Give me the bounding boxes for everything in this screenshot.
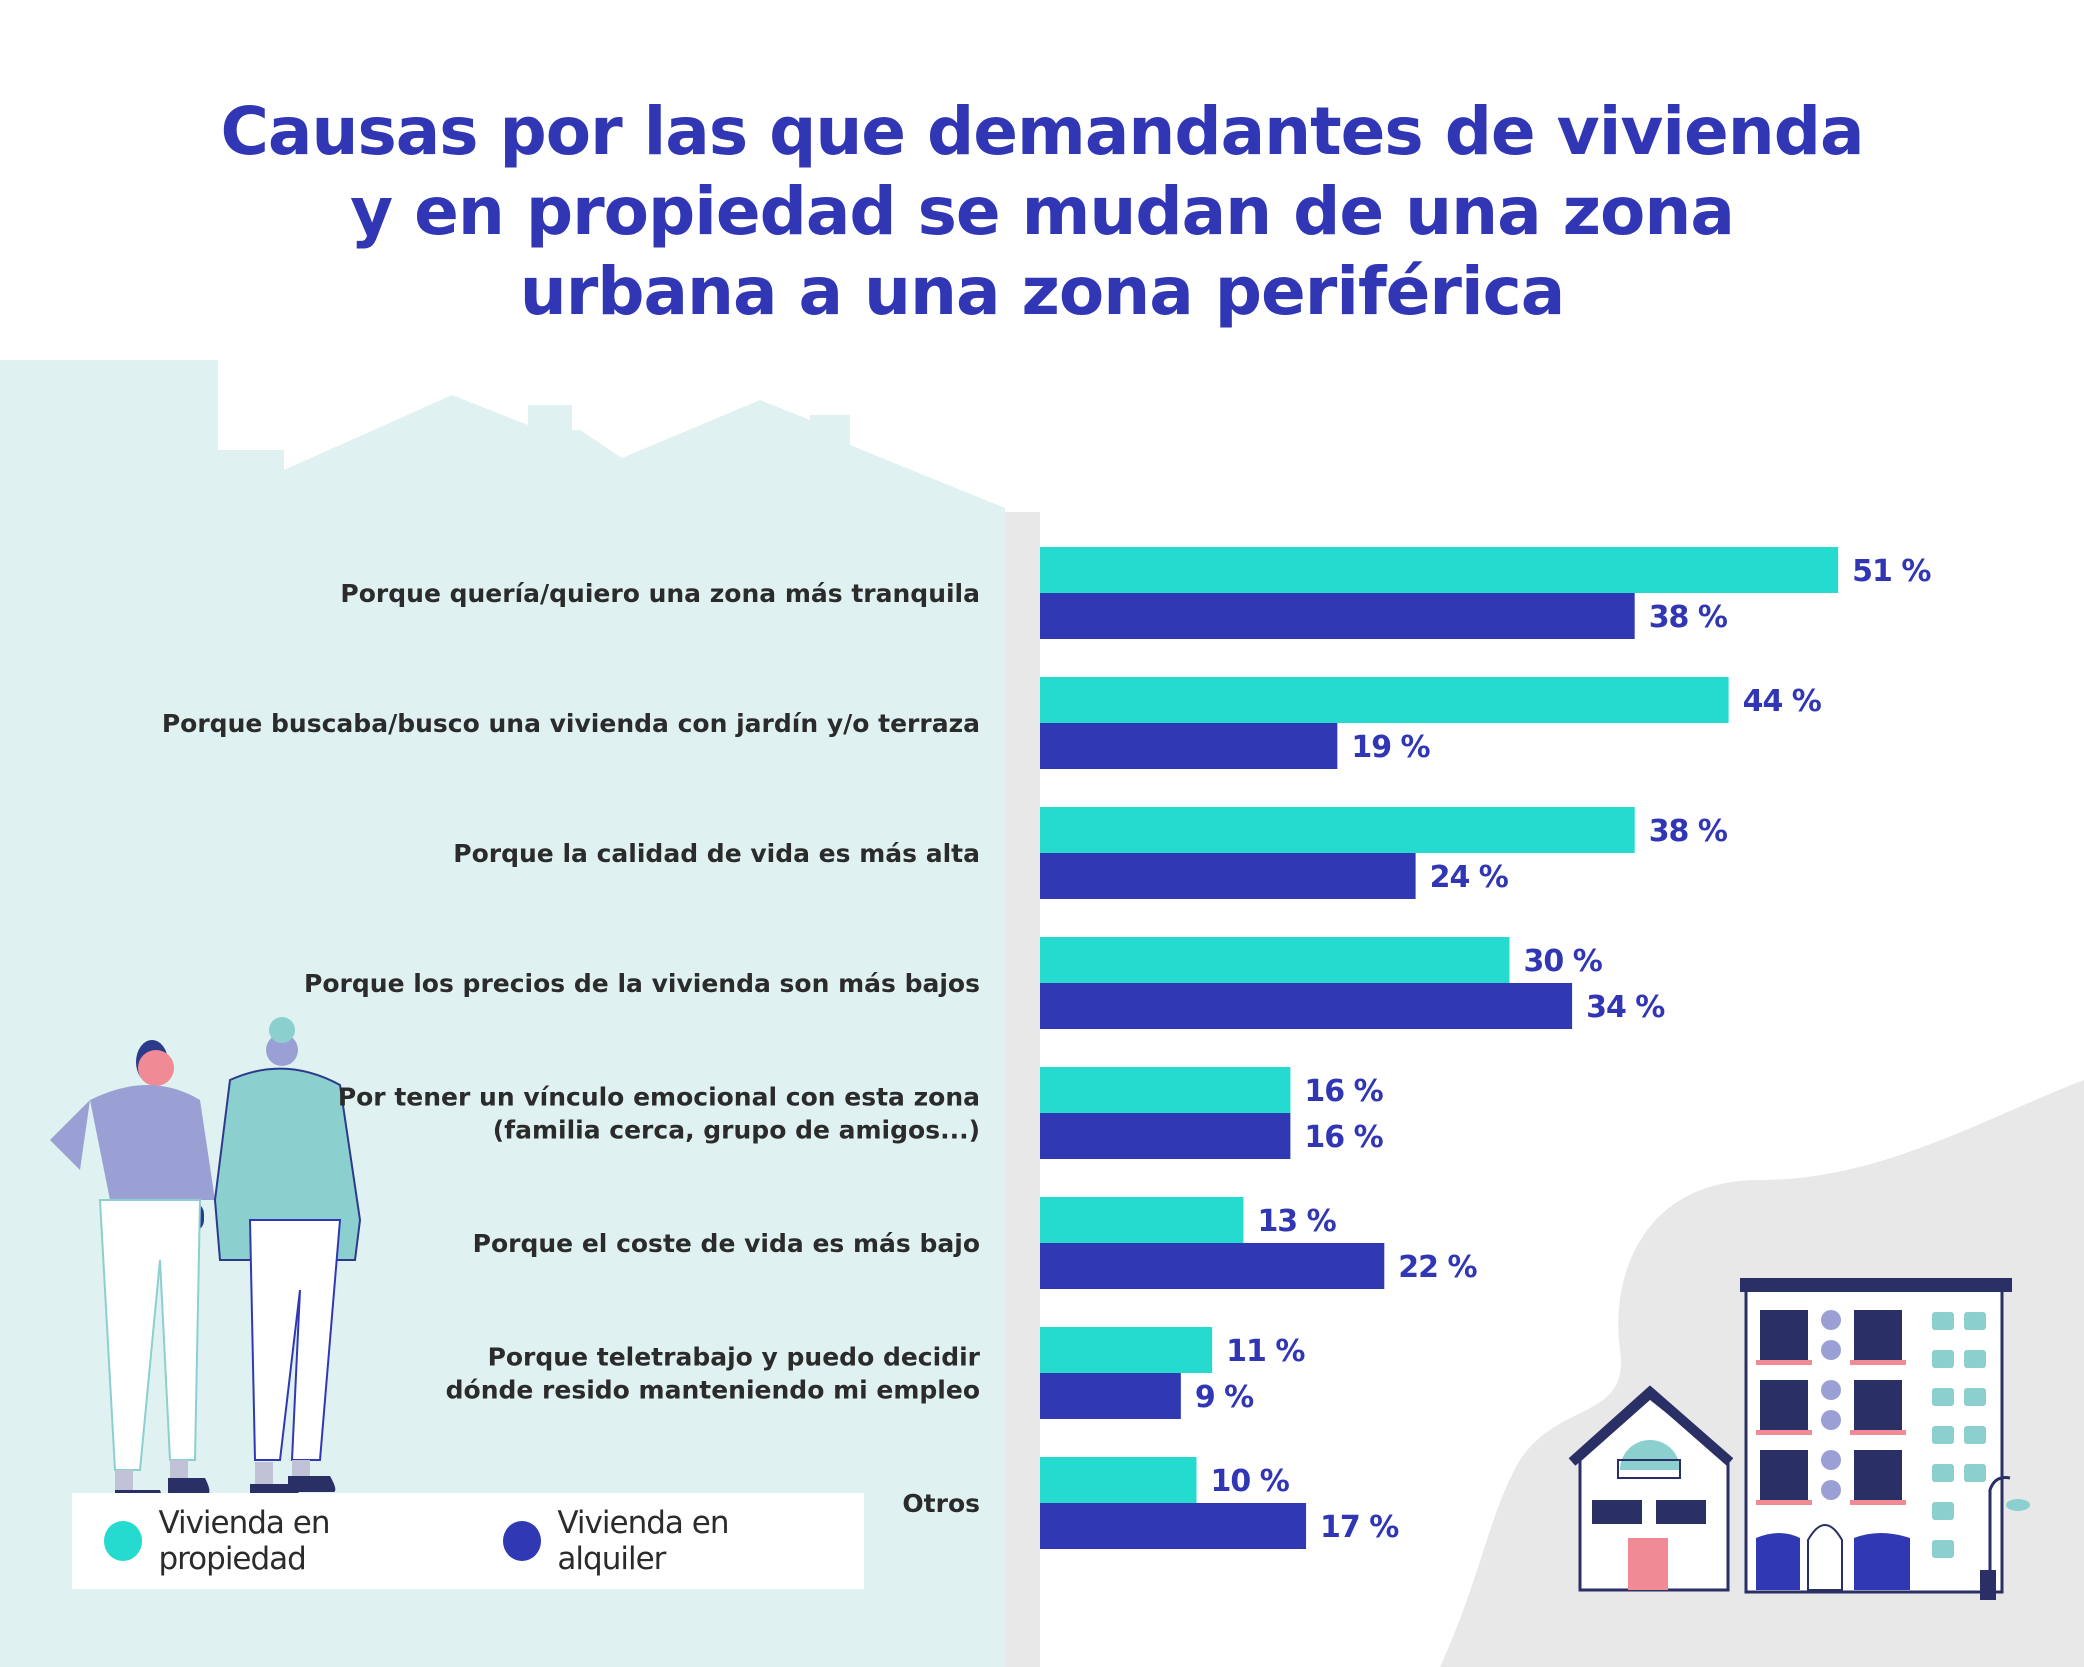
bar-alquiler <box>1040 593 1635 639</box>
category-label: Porque teletrabajo y puedo decidir <box>488 1343 981 1372</box>
value-label: 22 % <box>1398 1250 1477 1285</box>
bar-alquiler <box>1040 983 1573 1029</box>
legend-item-propiedad: Vivienda en propiedad <box>104 1505 473 1577</box>
bar-propiedad <box>1040 937 1510 983</box>
value-label: 16 % <box>1304 1120 1383 1155</box>
bar-alquiler <box>1040 1243 1385 1289</box>
title-line: urbana a una zona periférica <box>519 253 1566 330</box>
value-label: 9 % <box>1195 1380 1254 1415</box>
value-label: 24 % <box>1430 860 1509 895</box>
buildings-illustration <box>1568 1278 2030 1600</box>
bar-propiedad <box>1040 1197 1244 1243</box>
value-label: 34 % <box>1586 990 1665 1025</box>
bar-alquiler <box>1040 1113 1291 1159</box>
people-illustration <box>50 1017 362 1508</box>
legend-label: Vivienda en alquiler <box>557 1505 729 1577</box>
value-label: 16 % <box>1304 1074 1383 1109</box>
gray-strip <box>1005 512 1040 1667</box>
bar-propiedad <box>1040 1457 1197 1503</box>
value-label: 30 % <box>1524 944 1603 979</box>
category-label: Por tener un vínculo emocional con esta … <box>338 1083 980 1112</box>
category-label: Porque la calidad de vida es más alta <box>453 839 980 868</box>
bar-alquiler <box>1040 853 1416 899</box>
bar-propiedad <box>1040 1327 1213 1373</box>
category-label: Porque buscaba/busco una vivienda con ja… <box>162 709 980 738</box>
bar-alquiler <box>1040 723 1338 769</box>
legend-swatch-alquiler <box>502 1521 542 1561</box>
value-label: 10 % <box>1211 1464 1290 1499</box>
value-label: 38 % <box>1649 814 1728 849</box>
category-label: Porque los precios de la vivienda son má… <box>304 969 980 998</box>
value-label: 11 % <box>1226 1334 1305 1369</box>
category-label: Porque el coste de vida es más bajo <box>473 1229 980 1258</box>
title-line: Causas por las que demandantes de vivien… <box>220 93 1865 170</box>
value-label: 51 % <box>1852 554 1931 589</box>
category-label: dónde resido manteniendo mi empleo <box>446 1376 980 1405</box>
legend: Vivienda en propiedad Vivienda en alquil… <box>72 1493 864 1589</box>
value-label: 13 % <box>1257 1204 1336 1239</box>
bar-propiedad <box>1040 677 1729 723</box>
category-label: (familia cerca, grupo de amigos...) <box>493 1116 980 1145</box>
house-silhouette-panel <box>0 360 1005 1667</box>
bar-propiedad <box>1040 807 1635 853</box>
category-label: Otros <box>902 1489 980 1518</box>
value-label: 38 % <box>1649 600 1728 635</box>
bar-alquiler <box>1040 1373 1181 1419</box>
value-label: 17 % <box>1320 1510 1399 1545</box>
bar-alquiler <box>1040 1503 1307 1549</box>
page-title: Causas por las que demandantes de vivien… <box>0 92 2084 332</box>
legend-label: Vivienda en propiedad <box>158 1505 330 1577</box>
value-label: 19 % <box>1351 730 1430 765</box>
title-line: y en propiedad se mudan de una zona <box>350 173 1735 250</box>
category-label: Porque quería/quiero una zona más tranqu… <box>340 579 980 608</box>
value-label: 44 % <box>1743 684 1822 719</box>
legend-item-alquiler: Vivienda en alquiler <box>502 1505 834 1577</box>
legend-swatch-propiedad <box>104 1521 143 1561</box>
bar-propiedad <box>1040 547 1839 593</box>
bar-propiedad <box>1040 1067 1291 1113</box>
